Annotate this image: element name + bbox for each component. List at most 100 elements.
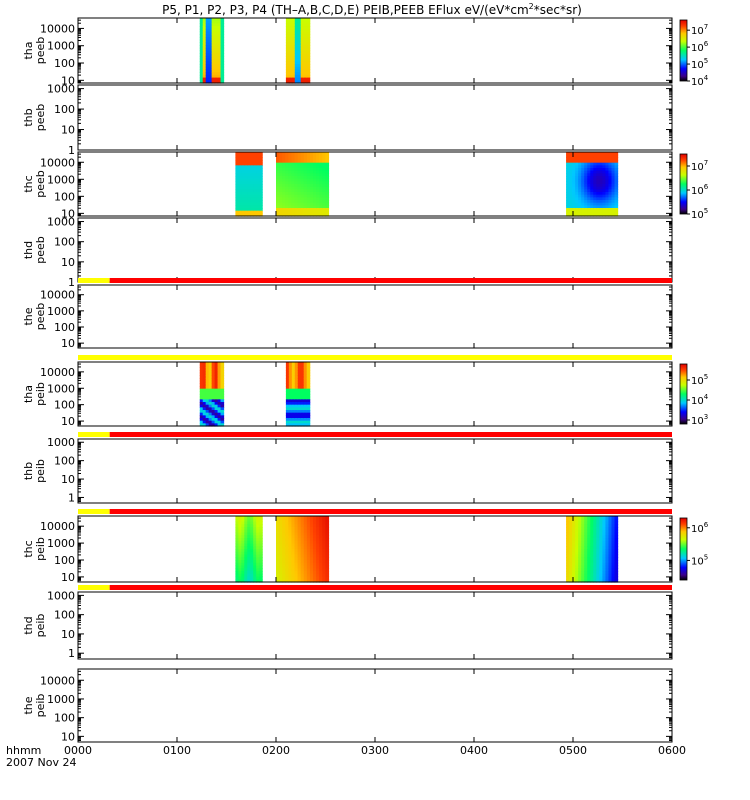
spectrogram-cell [306, 532, 311, 536]
spectrogram-cell [235, 573, 239, 578]
spectrogram-cell [566, 529, 570, 534]
spectrogram-cell [211, 23, 216, 27]
spectrogram-cell [235, 165, 239, 169]
spectrogram-cell [282, 192, 286, 196]
spectrogram-cell [578, 568, 582, 572]
spectrogram-cell [569, 538, 573, 542]
y-tick-label: 1000 [47, 173, 75, 186]
spectrogram-cell [256, 170, 260, 174]
spectrogram-cell [306, 535, 311, 539]
spectrogram-cell [238, 157, 242, 161]
spectrogram-cell [238, 202, 242, 206]
spectrogram-cell [602, 532, 607, 536]
panel-label-probe: thd [22, 241, 35, 259]
spectrogram-cell [279, 176, 283, 180]
spectrogram-cell [253, 573, 257, 578]
spectrogram-cell [235, 152, 239, 156]
spectrogram-cell [602, 165, 607, 169]
spectrogram-cell [596, 546, 600, 550]
spectrogram-cell [244, 571, 248, 575]
spectrogram-cell [259, 178, 263, 182]
spectrogram-cell [247, 535, 251, 539]
spectrogram-cell [303, 42, 308, 46]
y-tick-label: 100 [54, 236, 75, 249]
spectrogram-cell [294, 162, 299, 166]
spectrogram-cell [303, 535, 308, 539]
spectrogram-cell [300, 565, 305, 569]
spectrogram-cell [602, 543, 607, 547]
spectrogram-cell [569, 154, 573, 158]
spectrogram-cell [205, 53, 210, 57]
spectrogram-cell [217, 58, 222, 62]
spectrogram-cell [220, 383, 225, 387]
spectrogram-cell [605, 205, 610, 209]
spectrogram-cell [211, 367, 216, 371]
spectrogram-cell [211, 20, 216, 25]
spectrogram-cell [319, 162, 323, 166]
spectrogram-cell [593, 213, 597, 217]
spectrogram-cell [596, 189, 600, 193]
spectrogram-cell [599, 168, 604, 172]
spectrogram-cell [202, 362, 207, 366]
spectrogram-cell [578, 173, 582, 177]
spectrogram-cell [593, 160, 597, 164]
panel-label-product: peeb [34, 236, 47, 264]
spectrogram-cell [279, 202, 283, 206]
spectrogram-cell [300, 370, 305, 374]
spectrogram-cell [288, 399, 293, 403]
spectrogram-cell [584, 208, 588, 212]
spectrogram-cell [303, 516, 308, 520]
spectrogram-cell [309, 562, 314, 567]
spectrogram-cell [306, 173, 311, 177]
spectrogram-cell [211, 394, 216, 398]
spectrogram-cell [235, 208, 239, 212]
spectrogram-cell [569, 571, 573, 575]
spectrogram-cell [199, 53, 204, 57]
spectrogram-cell [288, 375, 293, 379]
spectrogram-cell [303, 55, 308, 60]
spectrogram-cell [253, 551, 257, 556]
spectrogram-cell [602, 538, 607, 542]
spectrogram-cell [575, 176, 579, 180]
spectrogram-cell [199, 375, 204, 379]
spectrogram-cell [294, 540, 299, 545]
spectrogram-cell [590, 200, 594, 204]
spectrogram-cell [325, 579, 330, 583]
y-tick-label: 1000 [47, 693, 75, 706]
spectrogram-cell [214, 423, 219, 427]
spectrogram-cell [220, 39, 225, 43]
figure-title: P5, P1, P2, P3, P4 (TH–A,B,C,D,E) PEIB,P… [162, 2, 582, 17]
spectrogram-cell [602, 579, 607, 583]
spectrogram-cell [316, 192, 320, 196]
spectrogram-cell [566, 546, 570, 550]
spectrogram-cell [202, 31, 207, 35]
spectrogram-cell [294, 571, 299, 575]
spectrogram-cell [253, 194, 257, 198]
spectrogram-cell [569, 535, 573, 539]
spectrogram-cell [581, 192, 585, 196]
spectrogram-cell [235, 568, 239, 572]
spectrogram-cell [238, 205, 242, 209]
spectrogram-cell [587, 518, 591, 523]
spectrogram-cell [285, 45, 290, 49]
spectrogram-cell [593, 543, 597, 547]
spectrogram-cell [199, 50, 204, 54]
spectrogram-cell [575, 518, 579, 523]
spectrogram-cell [279, 579, 283, 583]
spectrogram-cell [202, 394, 207, 398]
spectrogram-cell [319, 546, 323, 550]
spectrogram-cell [325, 554, 330, 558]
panel-label-product: peeb [34, 104, 47, 132]
spectrogram-cell [306, 194, 311, 198]
spectrogram-cell [291, 18, 296, 22]
spectrogram-cell [285, 39, 290, 43]
spectrogram-cell [300, 540, 305, 545]
spectrogram-cell [202, 383, 207, 387]
spectrogram-cell [294, 394, 299, 398]
spectrogram-cell [276, 554, 280, 558]
spectrogram-cell [199, 31, 204, 35]
spectrogram-cell [581, 181, 585, 185]
spectrogram-cell [584, 529, 588, 534]
spectrogram-cell [276, 157, 280, 161]
spectrogram-cell [291, 394, 296, 398]
